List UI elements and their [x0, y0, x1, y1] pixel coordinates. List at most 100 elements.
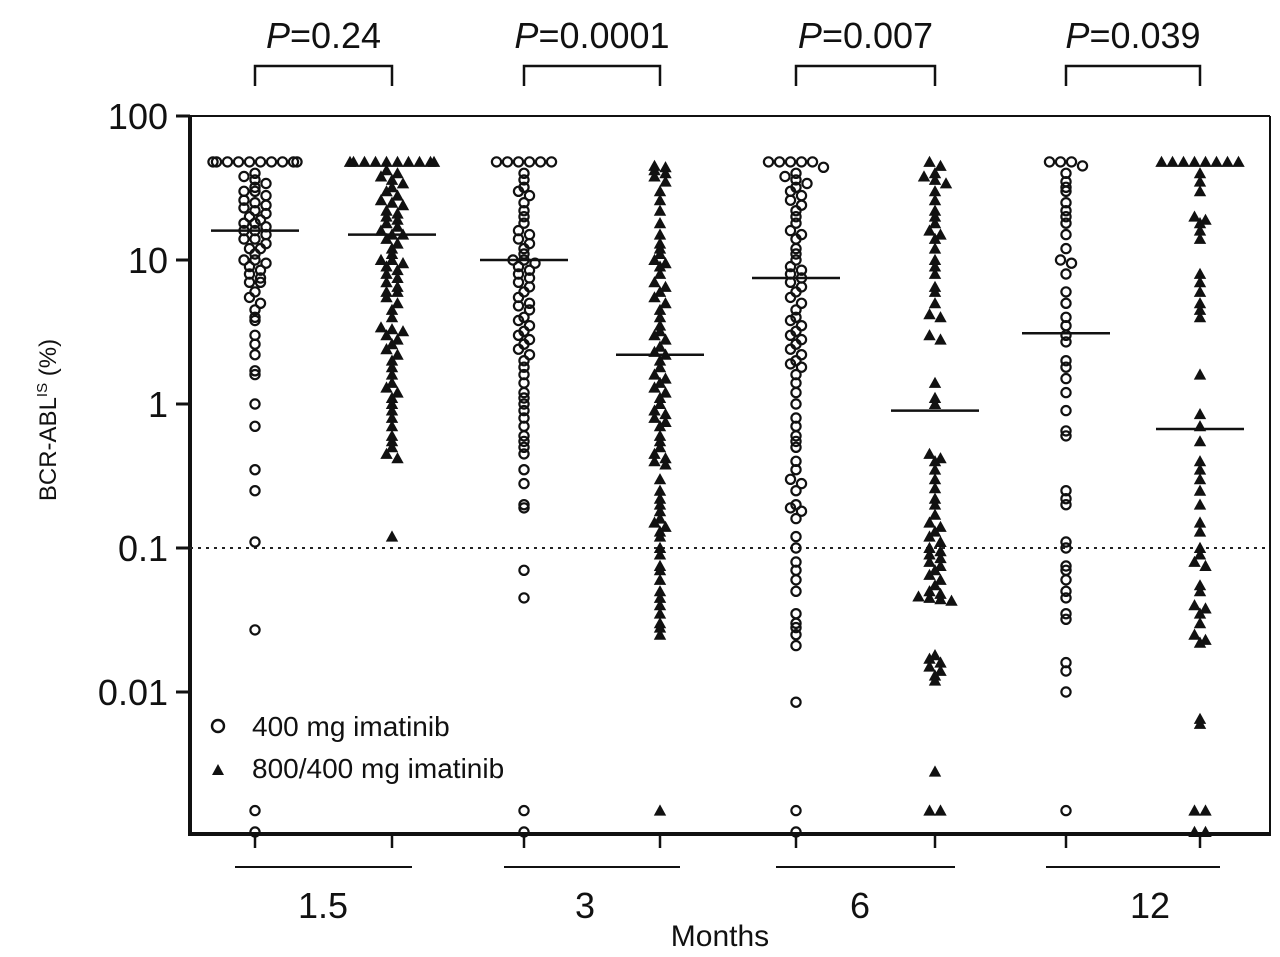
data-point-400mg	[1054, 156, 1067, 168]
data-point-800-400mg	[380, 185, 393, 197]
data-point-400mg	[260, 207, 272, 220]
data-point-800-400mg	[928, 204, 942, 216]
data-point-800-400mg	[653, 804, 667, 816]
data-point-400mg	[518, 430, 530, 442]
data-point-400mg	[529, 257, 541, 269]
data-point-800-400mg	[385, 435, 399, 447]
data-point-800-400mg	[648, 516, 661, 528]
data-point-800-400mg	[653, 376, 667, 388]
data-point-800-400mg	[928, 455, 942, 467]
data-point-400mg	[518, 167, 530, 179]
data-point-800-400mg	[923, 660, 936, 672]
legend-label-400mg: 400 mg imatinib	[252, 711, 450, 742]
p-value-prefix: P	[514, 15, 538, 56]
data-point-400mg	[249, 314, 261, 327]
data-point-400mg	[518, 386, 530, 399]
data-point-800-400mg	[659, 297, 672, 309]
data-point-800-400mg	[659, 458, 672, 470]
data-point-800-400mg	[653, 435, 667, 447]
data-point-400mg	[1060, 404, 1072, 417]
data-point-800-400mg	[402, 155, 415, 167]
data-point-800-400mg	[928, 482, 942, 494]
data-point-800-400mg	[923, 329, 936, 341]
data-point-400mg	[801, 177, 813, 190]
data-point-400mg	[1060, 210, 1072, 223]
data-point-400mg	[790, 804, 802, 817]
data-point-400mg	[784, 314, 797, 327]
data-point-800-400mg	[1193, 217, 1207, 229]
data-point-400mg	[1060, 372, 1072, 385]
data-point-800-400mg	[934, 559, 947, 571]
data-point-800-400mg	[653, 591, 667, 603]
data-point-400mg	[501, 156, 514, 168]
data-point-400mg	[260, 189, 272, 202]
data-point-400mg	[265, 156, 278, 168]
data-point-800-400mg	[385, 411, 399, 423]
data-point-800-400mg	[648, 276, 661, 288]
data-point-400mg	[762, 156, 775, 168]
data-point-400mg	[795, 477, 808, 490]
data-point-800-400mg	[934, 520, 947, 532]
data-point-400mg	[523, 264, 536, 276]
y-axis-title-main: BCR-ABL	[35, 397, 62, 501]
y-tick-label-100: 100	[108, 96, 168, 137]
legend-open-circle-marker	[210, 718, 226, 734]
data-point-800-400mg	[648, 170, 661, 182]
data-point-800-400mg	[1193, 548, 1207, 560]
data-point-400mg	[790, 441, 802, 453]
data-point-400mg	[249, 365, 261, 377]
data-point-800-400mg	[653, 585, 667, 597]
data-point-400mg	[1060, 542, 1072, 554]
data-point-800-400mg	[923, 308, 936, 320]
data-point-800-400mg	[385, 391, 399, 403]
p-value-bracket	[522, 64, 662, 86]
data-point-400mg	[1060, 613, 1072, 626]
data-point-400mg	[779, 170, 791, 183]
data-point-800-400mg	[928, 397, 942, 409]
data-point-800-400mg	[928, 297, 942, 309]
data-point-400mg	[784, 502, 797, 514]
data-point-400mg	[790, 696, 802, 708]
data-point-800-400mg	[653, 361, 667, 373]
data-point-800-400mg	[1193, 525, 1207, 537]
data-point-800-400mg	[385, 376, 399, 388]
data-point-400mg	[249, 464, 261, 476]
data-point-400mg	[518, 804, 530, 817]
data-point-400mg	[790, 629, 802, 641]
data-point-800-400mg	[1199, 825, 1212, 837]
data-point-400mg	[249, 804, 261, 817]
data-point-800-400mg	[1193, 498, 1207, 510]
data-point-400mg	[1060, 268, 1072, 280]
data-point-800-400mg	[928, 285, 942, 297]
data-point-800-400mg	[659, 161, 672, 173]
data-point-800-400mg	[934, 656, 947, 668]
data-point-400mg	[784, 343, 797, 355]
data-point-400mg	[1060, 185, 1072, 197]
data-point-400mg	[512, 314, 525, 327]
data-point-800-400mg	[923, 555, 936, 567]
data-point-800-400mg	[648, 381, 661, 393]
data-point-800-400mg	[928, 473, 942, 485]
data-point-800-400mg	[648, 411, 661, 423]
data-point-800-400mg	[653, 303, 667, 315]
data-point-800-400mg	[653, 217, 667, 229]
p-value-label: P=0.0001	[514, 15, 669, 56]
data-point-800-400mg	[385, 311, 399, 323]
data-point-800-400mg	[1193, 473, 1207, 485]
data-point-800-400mg	[380, 204, 393, 216]
data-point-800-400mg	[385, 181, 399, 193]
data-point-400mg	[518, 464, 530, 476]
data-point-400mg	[1060, 425, 1072, 437]
data-point-800-400mg	[653, 420, 667, 432]
data-point-400mg	[1060, 430, 1072, 442]
data-point-400mg	[249, 398, 261, 410]
data-point-800-400mg	[1199, 559, 1212, 571]
data-point-400mg	[784, 260, 797, 273]
y-tick-label-1: 1	[148, 384, 168, 425]
data-point-400mg	[1060, 196, 1072, 209]
data-point-800-400mg	[391, 271, 404, 283]
data-point-800-400mg	[1193, 484, 1207, 496]
data-point-400mg	[238, 194, 250, 206]
data-point-400mg	[243, 260, 256, 273]
data-point-400mg	[249, 167, 261, 179]
